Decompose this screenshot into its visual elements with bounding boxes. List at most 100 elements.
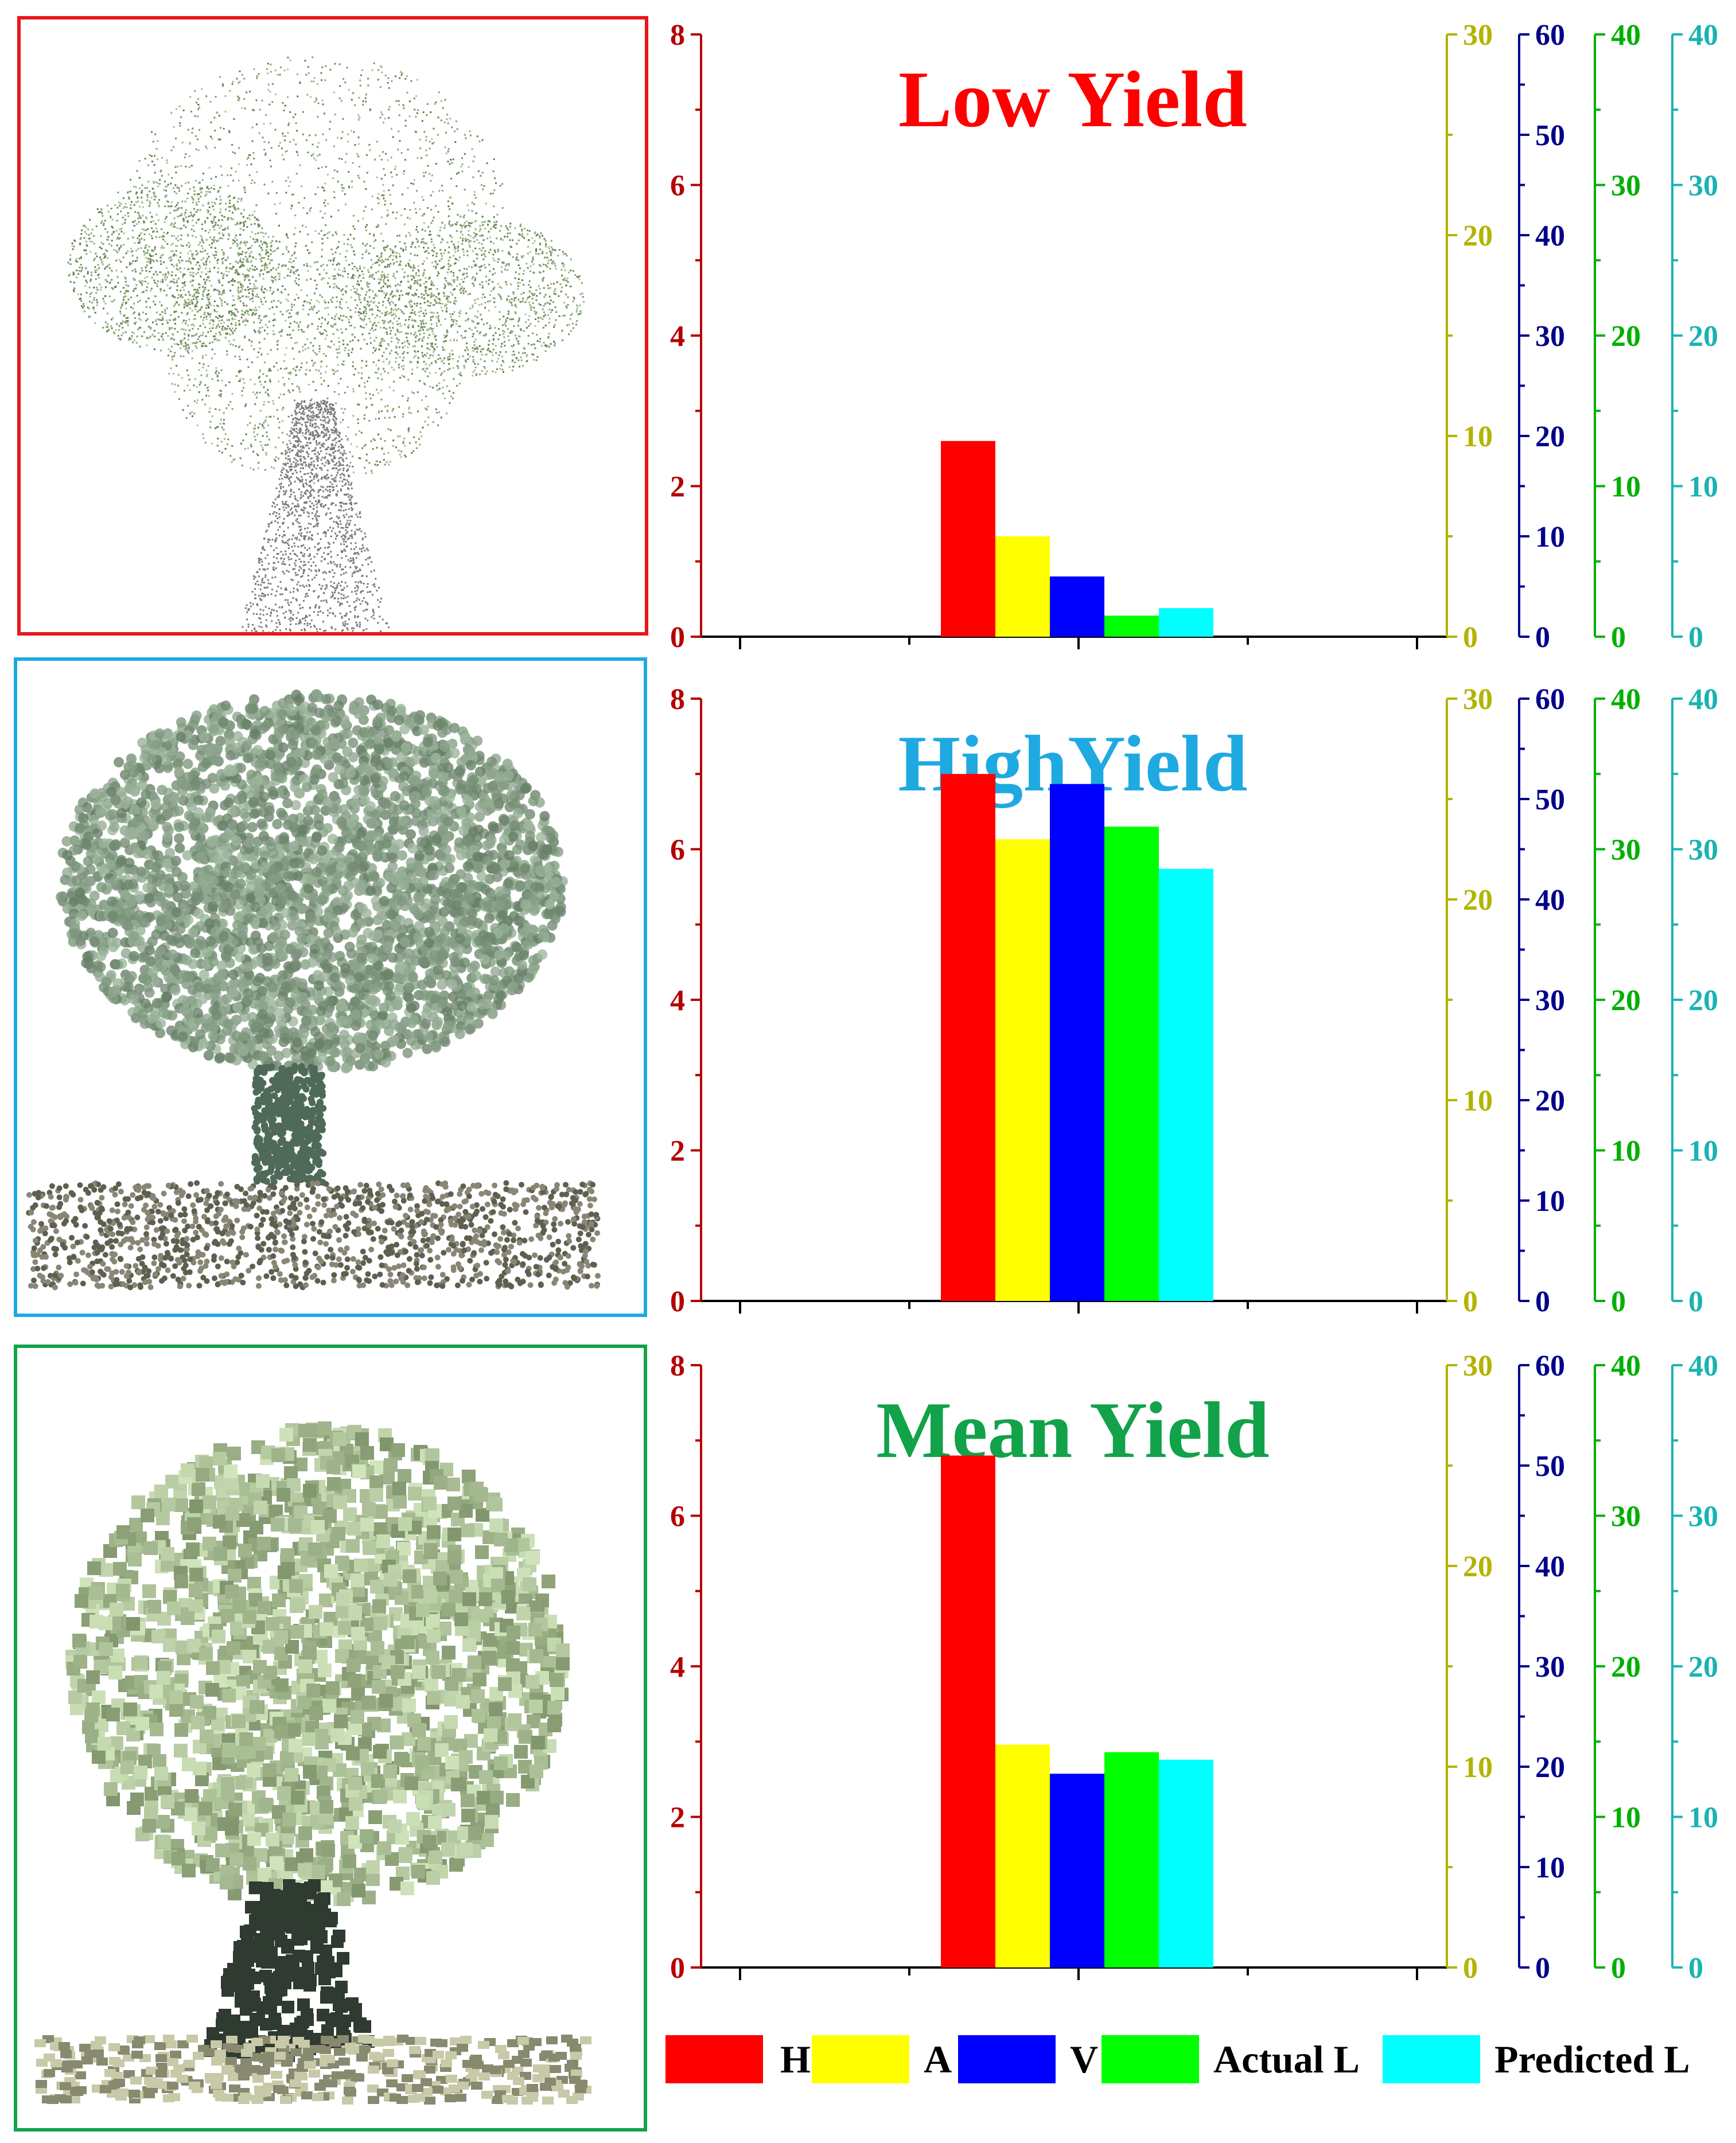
- y-tick-label: 4: [670, 1651, 685, 1684]
- legend-swatch-actual-l: [1101, 2035, 1199, 2083]
- bar-a: [995, 1744, 1050, 1967]
- sparse-point-cloud-tree-icon: [67, 56, 585, 632]
- y-tick-label: 0: [1688, 1952, 1703, 1985]
- legend-label-actual-l: Actual L: [1213, 2037, 1360, 2081]
- bar-actual-l: [1104, 1752, 1159, 1967]
- y-tick-label: 30: [1535, 320, 1565, 353]
- y-tick-label: 8: [670, 1350, 685, 1382]
- y-tick-label: 4: [670, 984, 685, 1017]
- y-tick-label: 0: [1688, 621, 1703, 654]
- bar-predicted-l: [1159, 868, 1213, 1301]
- y-tick-label: 20: [1463, 1550, 1493, 1583]
- bar-actual-l: [1104, 827, 1159, 1301]
- y-tick-label: 10: [1463, 1751, 1493, 1784]
- y-tick-label: 0: [1611, 1285, 1626, 1318]
- legend: H A V Actual L Predicted L: [665, 2031, 1733, 2088]
- y-tick-label: 6: [670, 834, 685, 867]
- bar-predicted-l: [1159, 608, 1213, 637]
- y-tick-label: 0: [1463, 1285, 1478, 1318]
- y-tick-label: 6: [670, 170, 685, 202]
- y-tick-label: 0: [1611, 621, 1626, 654]
- y-tick-label: 60: [1535, 1350, 1565, 1382]
- bar-v: [1050, 784, 1104, 1301]
- y-tick-label: 30: [1688, 834, 1718, 867]
- legend-swatch-h: [665, 2035, 763, 2083]
- y-tick-label: 20: [1688, 320, 1718, 353]
- bar-actual-l: [1104, 615, 1159, 637]
- chart-title: Mean Yield: [876, 1386, 1270, 1475]
- y-tick-label: 40: [1535, 884, 1565, 917]
- bar-a: [995, 839, 1050, 1301]
- chart-panel-2: Mean Yield 0 2 4 6 8 0 10 20 30 0 10 20 30 40 50 60 0 10 20…: [670, 1350, 1718, 1985]
- bar-predicted-l: [1159, 1759, 1213, 1967]
- y-tick-label: 40: [1688, 683, 1718, 716]
- chart-panel-0: Low Yield 0 2 4 6 8 0 10 20 30 0 10 20 30 40 50 60 0 10 20 3…: [670, 19, 1718, 654]
- y-tick-label: 10: [1611, 471, 1641, 504]
- y-tick-label: 2: [670, 1802, 685, 1834]
- bar-h: [941, 774, 995, 1301]
- y-tick-label: 40: [1688, 19, 1718, 52]
- y-tick-label: 6: [670, 1501, 685, 1533]
- y-tick-label: 10: [1611, 1802, 1641, 1834]
- chart-panel-1: HighYield0246801020300102030405060010203…: [670, 683, 1718, 1318]
- y-tick-label: 2: [670, 471, 685, 504]
- y-tick-label: 0: [1463, 1952, 1478, 1985]
- y-tick-label: 40: [1688, 1350, 1718, 1382]
- legend-label-v: V: [1070, 2037, 1099, 2081]
- y-tick-label: 50: [1535, 119, 1565, 152]
- y-tick-label: 50: [1535, 784, 1565, 816]
- legend-label-h: H: [780, 2037, 811, 2081]
- y-tick-label: 40: [1611, 1350, 1641, 1382]
- bar-v: [1050, 1774, 1104, 1967]
- y-tick-label: 30: [1463, 1350, 1493, 1382]
- y-tick-label: 10: [1688, 1802, 1718, 1834]
- y-tick-label: 0: [1611, 1952, 1626, 1985]
- y-tick-label: 2: [670, 1135, 685, 1168]
- y-tick-label: 20: [1463, 884, 1493, 917]
- y-tick-label: 30: [1463, 683, 1493, 716]
- mean-yield-tree-frame: [14, 1345, 647, 2132]
- legend-swatch-a: [812, 2035, 909, 2083]
- y-tick-label: 20: [1611, 320, 1641, 353]
- y-tick-label: 0: [1535, 621, 1550, 654]
- y-tick-label: 0: [1535, 1285, 1550, 1318]
- bar-h: [941, 441, 995, 637]
- y-tick-label: 10: [1463, 420, 1493, 453]
- bar-h: [941, 1455, 995, 1967]
- y-tick-label: 20: [1688, 984, 1718, 1017]
- y-tick-label: 0: [670, 621, 685, 654]
- y-tick-label: 30: [1688, 1501, 1718, 1533]
- y-tick-label: 50: [1535, 1450, 1565, 1483]
- y-tick-label: 10: [1688, 1135, 1718, 1168]
- pixelated-tree-icon: [34, 1421, 591, 2105]
- y-tick-label: 10: [1463, 1085, 1493, 1117]
- y-tick-label: 0: [1535, 1952, 1550, 1985]
- y-tick-label: 10: [1611, 1135, 1641, 1168]
- high-yield-tree-frame: [14, 657, 647, 1317]
- chart-title: Low Yield: [898, 55, 1247, 144]
- legend-label-a: A: [924, 2037, 952, 2081]
- y-tick-label: 0: [1688, 1285, 1703, 1318]
- y-tick-label: 30: [1463, 19, 1493, 52]
- y-tick-label: 8: [670, 19, 685, 52]
- y-tick-label: 40: [1535, 220, 1565, 252]
- y-tick-label: 30: [1535, 1651, 1565, 1684]
- y-tick-label: 8: [670, 683, 685, 716]
- y-tick-label: 0: [670, 1952, 685, 1985]
- legend-swatch-v: [958, 2035, 1056, 2083]
- y-tick-label: 30: [1611, 834, 1641, 867]
- legend-label-predicted-l: Predicted L: [1494, 2037, 1690, 2081]
- y-tick-label: 10: [1535, 1852, 1565, 1884]
- y-tick-label: 60: [1535, 19, 1565, 52]
- y-tick-label: 20: [1535, 420, 1565, 453]
- y-tick-label: 10: [1535, 1185, 1565, 1218]
- y-tick-label: 4: [670, 320, 685, 353]
- bar-a: [995, 536, 1050, 637]
- y-tick-label: 60: [1535, 683, 1565, 716]
- bar-v: [1050, 576, 1104, 637]
- y-tick-label: 20: [1611, 1651, 1641, 1684]
- low-yield-tree-frame: [17, 16, 648, 636]
- y-tick-label: 40: [1535, 1550, 1565, 1583]
